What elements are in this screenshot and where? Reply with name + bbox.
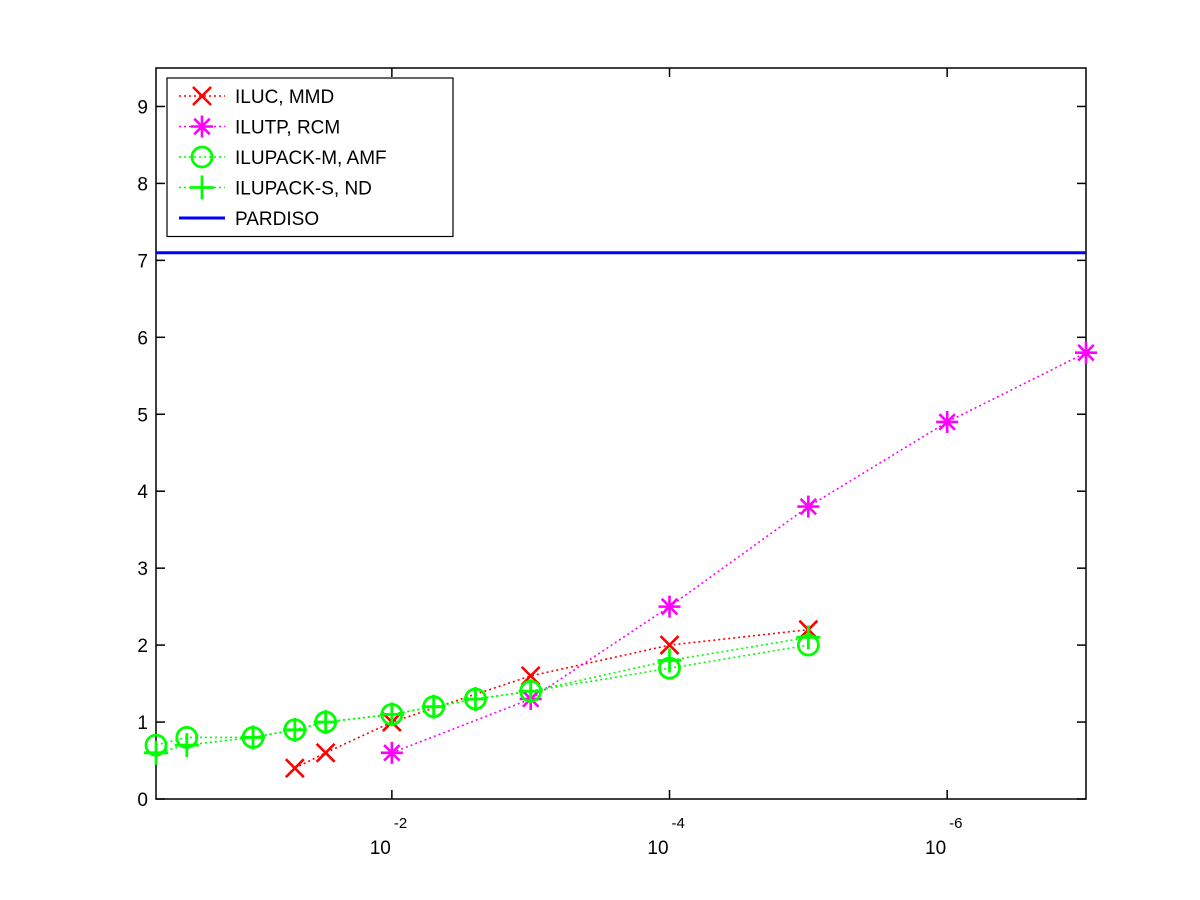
series-line-1 (391, 351, 1087, 754)
y-tick-label: 5 (137, 405, 148, 426)
y-tick-label: 7 (137, 251, 148, 272)
y-tick-label: 1 (137, 713, 148, 734)
legend-label: ILUPACK-M, AMF (235, 148, 387, 169)
data-point-3 (174, 733, 199, 758)
legend-label: ILUC, MMD (235, 87, 334, 108)
legend-marker (190, 175, 214, 200)
series-line-0 (294, 628, 809, 769)
data-point-1 (380, 741, 403, 764)
y-tick-label: 6 (137, 328, 148, 349)
data-point-3 (796, 625, 821, 650)
data-point-3 (379, 702, 404, 727)
legend-label: ILUTP, RCM (235, 118, 340, 139)
legend: ILUC, MMD ILUTP, RCM ILUPACK-M, AMF ILUPACK… (166, 77, 454, 238)
legend-label: ILUPACK-S, ND (235, 179, 372, 200)
data-point-3 (657, 648, 682, 673)
data-point-3 (313, 710, 338, 735)
data-point-0 (315, 742, 336, 763)
series-line-2 (155, 644, 809, 746)
x-tick-exponent: -6 (949, 815, 962, 832)
legend-marker (192, 86, 212, 106)
legend-label: PARDISO (235, 209, 319, 230)
x-tick-exponent: -4 (672, 815, 685, 832)
data-point-1 (936, 410, 959, 433)
data-point-3 (518, 679, 543, 704)
data-point-3 (463, 686, 488, 711)
x-tick-base: 10 (370, 838, 391, 859)
data-point-1 (1075, 341, 1097, 364)
y-tick-label: 3 (137, 559, 148, 580)
data-point-3 (241, 725, 266, 750)
series-line-3 (155, 636, 809, 754)
legend-marker (191, 115, 213, 138)
y-tick-label: 2 (137, 636, 148, 657)
data-point-3 (144, 740, 168, 765)
x-tick-base: 10 (647, 838, 668, 859)
y-tick-label: 4 (137, 482, 148, 503)
data-point-1 (797, 495, 820, 518)
y-tick-label: 8 (137, 174, 148, 195)
legend-marker (190, 145, 214, 169)
y-tick-label: 0 (137, 790, 148, 811)
data-point-0 (284, 758, 305, 779)
x-tick-exponent: -2 (394, 815, 407, 832)
x-tick-base: 10 (925, 838, 946, 859)
y-tick-label: 9 (137, 97, 148, 118)
data-point-0 (659, 635, 680, 656)
data-point-3 (421, 694, 446, 719)
data-point-1 (658, 595, 681, 618)
data-point-3 (282, 717, 307, 742)
series-layer (144, 251, 1097, 779)
